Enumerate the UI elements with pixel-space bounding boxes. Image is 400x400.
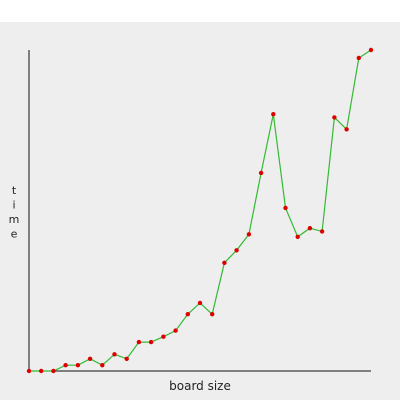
data-point — [332, 115, 337, 120]
data-point — [161, 334, 166, 339]
data-point — [197, 300, 203, 306]
data-point — [283, 205, 288, 211]
data-point — [307, 226, 313, 231]
axes — [28, 50, 371, 372]
data-point — [75, 363, 81, 368]
data-point — [100, 363, 105, 368]
data-point — [368, 47, 374, 53]
data-point — [63, 363, 68, 368]
series-line — [29, 49, 372, 372]
data-point — [112, 352, 117, 357]
data-point — [234, 248, 239, 253]
data-point — [185, 312, 190, 317]
data-point — [246, 232, 252, 237]
data-point — [258, 170, 264, 176]
plot-panel — [0, 22, 400, 400]
data-point — [356, 55, 361, 61]
data-point — [210, 312, 215, 317]
data-point — [87, 356, 93, 361]
data-point — [319, 229, 325, 234]
data-point — [51, 368, 56, 374]
data-point — [124, 356, 129, 361]
data-point — [26, 368, 32, 374]
data-point — [295, 234, 300, 239]
data-point — [271, 112, 276, 117]
data-point — [344, 127, 349, 132]
data-point — [222, 260, 227, 265]
data-points — [26, 47, 374, 374]
data-point — [173, 328, 178, 333]
x-axis-label: board size — [169, 379, 231, 393]
data-point — [148, 339, 154, 345]
data-point — [136, 339, 142, 345]
data-point — [39, 368, 44, 374]
